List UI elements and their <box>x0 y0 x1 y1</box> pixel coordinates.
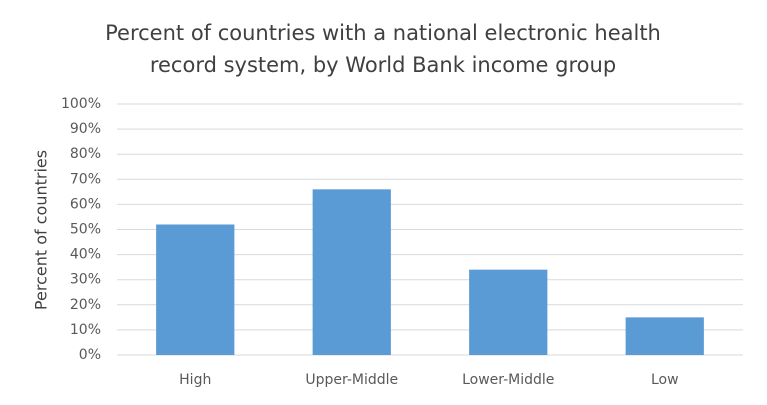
bar <box>156 224 235 355</box>
y-tick-label: 60% <box>70 196 101 212</box>
y-tick-label: 10% <box>70 322 101 338</box>
y-tick-label: 50% <box>70 222 101 238</box>
y-tick-label: 20% <box>70 297 101 313</box>
x-tick-label: Lower-Middle <box>462 372 554 388</box>
x-tick-label: High <box>179 372 211 388</box>
y-tick-label: 30% <box>70 272 101 288</box>
bar <box>312 189 391 355</box>
chart-title: record system, by World Bank income grou… <box>150 53 616 77</box>
x-tick-label: Low <box>651 372 679 388</box>
y-tick-label: 70% <box>70 171 101 187</box>
bar <box>625 317 704 355</box>
y-tick-label: 90% <box>70 121 101 137</box>
x-tick-label: Upper-Middle <box>305 372 398 388</box>
y-tick-label: 0% <box>79 347 101 363</box>
y-tick-label: 40% <box>70 247 101 263</box>
y-tick-label: 100% <box>61 96 101 112</box>
y-tick-label: 80% <box>70 146 101 162</box>
chart-title: Percent of countries with a national ele… <box>105 21 661 45</box>
y-axis-label: Percent of countries <box>32 150 51 310</box>
bar <box>469 269 548 355</box>
